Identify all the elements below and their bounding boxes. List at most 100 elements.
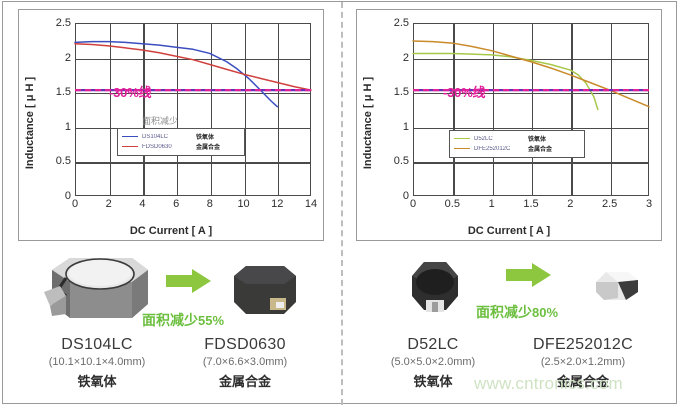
gridline-vertical	[109, 24, 111, 195]
series-line-DS104LC	[74, 40, 279, 108]
y-tick-label: 1.5	[393, 86, 409, 99]
product-dimensions: (5.0×5.0×2.0mm)	[390, 356, 476, 368]
product-dimensions: (7.0×6.6×3.0mm)	[202, 356, 288, 368]
reduction-note-left-text: 面积减少	[142, 312, 198, 328]
gridline-vertical	[177, 24, 179, 195]
x-tick-label: 1	[488, 198, 495, 210]
legend-series-material: 金属合金	[528, 147, 553, 153]
x-tick-label: 0	[409, 198, 417, 210]
series-line-FDSD0630	[74, 43, 312, 91]
gridline-horizontal	[414, 162, 648, 164]
legend-series-material: 铁氧体	[196, 135, 215, 141]
chart-panel-left: Inductance [ μ H ] 0 0.5 1 1.5 2 2.5 0 2 4 6 8 10 1…	[18, 9, 324, 241]
x-tick-label: 14	[304, 198, 318, 210]
product-section-left: 面积减少55% DS104LC (10.1×10.1×4.0mm) 铁氧体 FD…	[18, 248, 324, 403]
x-ticks-right: 0 0.5 1 1.5 2 2.5 3	[409, 198, 653, 214]
plot-right: Inductance [ μ H ] 0 0.5 1 1.5 2 2.5 0 0.5 1 1.5…	[357, 10, 661, 240]
x-tick-label: 2	[567, 198, 574, 210]
right-arrow-icon	[166, 269, 211, 293]
power-inductor-ferrite-icon	[44, 258, 148, 318]
curves-right	[412, 40, 650, 111]
product-dimensions: (2.5×2.0×1.2mm)	[540, 356, 626, 368]
x-tick-label: 10	[237, 198, 250, 210]
legend-item: D52LC 铁氧体	[454, 134, 580, 143]
legend-series-name: DFE252012C	[474, 145, 511, 152]
legend-series-name: D52LC	[474, 135, 493, 142]
y-tick-label: 0.5	[55, 155, 71, 168]
x-tick-label: 0	[71, 198, 79, 210]
reduction-value-right: 80%	[532, 305, 559, 320]
plot-left: Inductance [ μ H ] 0 0.5 1 1.5 2 2.5 0 2 4 6 8 10 1…	[19, 10, 323, 240]
gridline-horizontal	[76, 162, 310, 164]
legend-series-name: DS104LC	[142, 133, 169, 140]
plot-area-right	[413, 23, 649, 196]
product-name: DFE252012C	[533, 336, 633, 353]
reduction-value-left: 55%	[198, 313, 225, 328]
legend-left: DS104LC 铁氧体 FDSD0630 金属合金	[117, 128, 245, 156]
x-axis-label-right: DC Current [ A ]	[467, 225, 551, 237]
legend-line-icon	[122, 136, 138, 137]
x-axis-label-left: DC Current [ A ]	[129, 225, 213, 237]
gridline-horizontal	[414, 93, 648, 95]
y-tick-label: 2.5	[55, 17, 71, 29]
y-tick-label: 1.5	[55, 86, 71, 99]
gridline-vertical	[278, 24, 280, 195]
x-tick-label: 8	[206, 198, 213, 210]
y-ticks-right: 0 0.5 1 1.5 2 2.5	[361, 17, 409, 202]
product-material: 金属合金	[218, 374, 271, 389]
y-ticks-left: 0 0.5 1 1.5 2 2.5	[23, 17, 71, 202]
x-tick-label: 1.5	[523, 198, 539, 210]
legend-line-icon	[122, 146, 138, 147]
y-tick-label: 2.5	[393, 17, 409, 29]
y-tick-label: 0	[402, 190, 409, 202]
gridline-vertical	[143, 24, 145, 195]
product-material: 铁氧体	[77, 374, 117, 389]
gridline-vertical	[244, 24, 246, 195]
legend-series-material: 铁氧体	[528, 137, 547, 143]
power-inductor-metal-alloy-icon	[596, 272, 638, 300]
legend-series-material: 金属合金	[196, 145, 221, 151]
x-ticks-left: 0 2 4 6 8 10 12 14	[71, 198, 317, 214]
center-divider	[341, 2, 343, 405]
legend-item: DFE252012C 金属合金	[454, 144, 580, 153]
x-tick-label: 3	[645, 198, 653, 210]
gridline-horizontal	[414, 127, 648, 129]
gridline-vertical	[532, 24, 534, 195]
x-tick-label: 2.5	[602, 198, 618, 210]
reduction-note-right: 面积减少80%	[476, 302, 558, 322]
legend-line-icon	[454, 138, 470, 139]
product-name: FDSD0630	[204, 336, 286, 353]
threshold-annotation-right: -30%线	[443, 85, 486, 100]
legend-item: FDSD0630 金属合金	[122, 142, 240, 151]
y-tick-label: 2	[402, 51, 409, 64]
gridline-vertical	[492, 24, 494, 195]
legend-right: D52LC 铁氧体 DFE252012C 金属合金	[449, 130, 585, 158]
chart-panel-right: Inductance [ μ H ] 0 0.5 1 1.5 2 2.5 0 0.5 1 1.5…	[356, 9, 662, 241]
gridline-horizontal	[414, 58, 648, 60]
gridline-vertical	[210, 24, 213, 195]
legend-item: DS104LC 铁氧体	[122, 132, 240, 141]
right-arrow-icon	[506, 263, 551, 287]
x-tick-label: 2	[105, 198, 112, 210]
product-name: D52LC	[407, 336, 459, 353]
threshold-annotation-left: -30%线	[109, 85, 152, 100]
y-tick-label: 1	[402, 120, 409, 133]
y-tick-label: 1	[64, 120, 71, 133]
product-before-left: DS104LC (10.1×10.1×4.0mm) 铁氧体	[22, 336, 172, 390]
product-before-right: D52LC (5.0×5.0×2.0mm) 铁氧体	[358, 336, 508, 390]
y-tick-label: 2	[64, 51, 71, 64]
product-material: 铁氧体	[413, 374, 453, 389]
gridline-horizontal	[76, 93, 310, 95]
reduction-note-right-text: 面积减少	[476, 304, 532, 320]
curves-left	[74, 40, 312, 108]
gridline-vertical	[610, 24, 612, 195]
series-line-D52LC	[412, 52, 599, 111]
product-dimensions: (10.1×10.1×4.0mm)	[48, 356, 146, 368]
gridline-vertical	[571, 24, 573, 195]
legend-line-icon	[454, 148, 470, 149]
y-tick-label: 0	[64, 190, 71, 202]
x-tick-label: 0.5	[444, 198, 460, 210]
gridline-vertical	[453, 24, 455, 195]
area-note-left: 面积减少	[142, 116, 179, 126]
